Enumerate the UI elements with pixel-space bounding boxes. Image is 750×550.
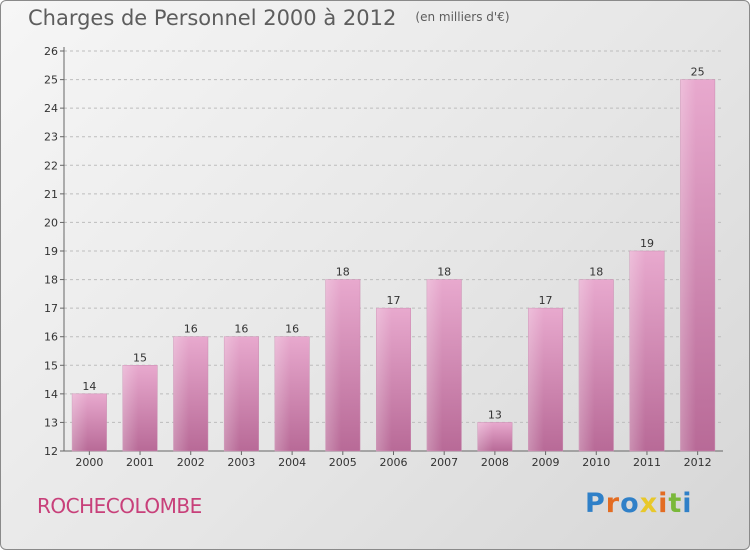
commune-name: ROCHECOLOMBE — [37, 494, 202, 518]
labels: 12 13 14 15 16 17 18 19 20 21 22 23 24 25 26 14 2000 15 20… — [44, 45, 712, 469]
x-tick-label: 2006 — [380, 456, 408, 469]
x-tick-label: 2009 — [532, 456, 560, 469]
y-tick-label: 24 — [44, 102, 58, 115]
data-label: 16 — [234, 323, 248, 336]
brand-letter: i — [682, 488, 693, 519]
y-tick-label: 13 — [44, 416, 58, 429]
brand-letter: o — [620, 488, 640, 519]
data-label: 16 — [285, 323, 299, 336]
x-tick-label: 2001 — [126, 456, 154, 469]
data-label: 18 — [589, 266, 603, 279]
data-label: 14 — [82, 380, 96, 393]
x-tick-label: 2007 — [430, 456, 458, 469]
bar-highlight — [376, 308, 392, 451]
y-tick-label: 25 — [44, 74, 58, 87]
x-tick-label: 2010 — [582, 456, 610, 469]
bars — [71, 79, 716, 452]
chart-subtitle: (en milliers d'€) — [415, 10, 510, 24]
bar-highlight — [122, 365, 139, 451]
x-tick-label: 2003 — [227, 456, 255, 469]
bar-highlight — [72, 393, 88, 451]
y-tick-label: 20 — [44, 216, 58, 229]
y-tick-label: 12 — [44, 445, 58, 458]
bar-highlight — [629, 251, 646, 451]
brand-letter: i — [658, 488, 669, 519]
x-tick-label: 2004 — [278, 456, 306, 469]
data-label: 19 — [640, 237, 654, 250]
y-tick-label: 21 — [44, 188, 58, 201]
title-row: Charges de Personnel 2000 à 2012 (en mil… — [28, 6, 510, 30]
brand-letter: x — [639, 488, 659, 519]
y-tick-label: 26 — [44, 45, 58, 58]
bar-highlight — [274, 336, 291, 451]
brand-letter: r — [605, 488, 621, 519]
brand-logo: Proxiti — [585, 488, 693, 519]
data-label: 17 — [387, 294, 401, 307]
data-label: 13 — [488, 408, 502, 421]
x-tick-label: 2012 — [684, 456, 712, 469]
y-tick-label: 18 — [44, 274, 58, 287]
x-tick-label: 2011 — [633, 456, 661, 469]
x-tick-label: 2008 — [481, 456, 509, 469]
y-tick-label: 22 — [44, 159, 58, 172]
x-tick-label: 2005 — [329, 456, 357, 469]
y-tick-label: 23 — [44, 131, 58, 144]
y-tick-label: 14 — [44, 388, 58, 401]
y-tick-label: 19 — [44, 245, 58, 258]
brand-letter: t — [668, 488, 683, 519]
data-label: 18 — [437, 266, 451, 279]
bar-highlight — [426, 279, 443, 451]
bar-highlight — [173, 336, 190, 451]
data-label: 25 — [691, 66, 705, 79]
y-tick-label: 15 — [44, 359, 58, 372]
bar-highlight — [579, 279, 595, 451]
data-label: 15 — [133, 351, 147, 364]
bar-highlight — [477, 422, 494, 451]
bar-highlight — [528, 308, 544, 451]
brand-letter: P — [585, 488, 606, 519]
x-tick-label: 2002 — [177, 456, 205, 469]
data-label: 16 — [184, 323, 198, 336]
data-label: 17 — [539, 294, 553, 307]
data-label: 18 — [336, 266, 350, 279]
x-tick-label: 2000 — [75, 456, 103, 469]
bar-highlight — [224, 336, 240, 451]
chart-title: Charges de Personnel 2000 à 2012 — [28, 6, 397, 30]
bar-highlight — [325, 279, 342, 451]
y-tick-label: 16 — [44, 331, 58, 344]
y-tick-label: 17 — [44, 302, 58, 315]
bar-highlight — [680, 79, 696, 452]
